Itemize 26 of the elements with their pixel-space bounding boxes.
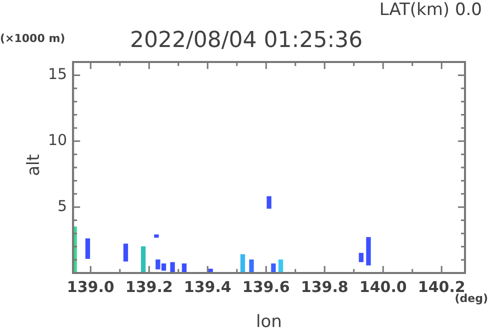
bar (366, 237, 371, 266)
bar (249, 259, 254, 273)
bar (266, 196, 272, 209)
bar (123, 244, 128, 262)
x-tick-label: 139.8 (300, 278, 348, 296)
y-tick-label: 10 (48, 131, 68, 150)
text: (×1000 m) (0, 32, 66, 45)
bar (140, 246, 146, 273)
chart-title: 2022/08/04 01:25:36 (130, 28, 363, 53)
x-tick-label: 139.6 (242, 278, 290, 296)
bar (358, 252, 364, 262)
text: (deg) (454, 292, 488, 305)
bar (240, 254, 246, 273)
y-tick-label: 15 (48, 65, 68, 84)
x-tick-label: 140.0 (359, 278, 407, 296)
x-tick-label: 139.2 (125, 278, 173, 296)
x-tick-label: 139.4 (184, 278, 232, 296)
y-tick-label: 5 (58, 196, 68, 215)
x-axis-title: lon (256, 312, 282, 331)
bar (85, 238, 90, 259)
bar (170, 262, 175, 273)
y-axis-title: alt (24, 154, 44, 176)
bar (271, 263, 276, 273)
x-tick-label: 139.0 (66, 278, 114, 296)
chart-subtitle: LAT(km) 0.0 (379, 0, 482, 20)
bar (154, 234, 159, 238)
